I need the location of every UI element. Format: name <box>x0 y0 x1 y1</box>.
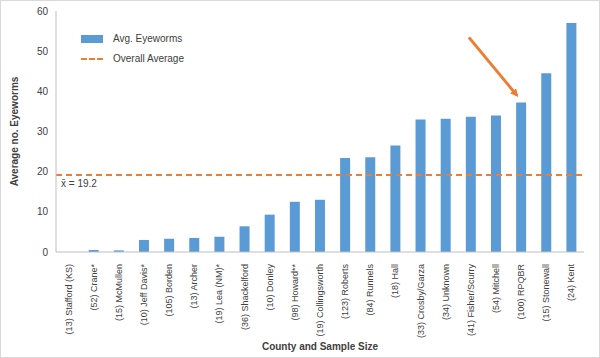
svg-text:(52) Crane*: (52) Crane* <box>89 264 99 311</box>
svg-text:(33) Crosby/Garza: (33) Crosby/Garza <box>416 264 426 338</box>
svg-text:(34) Unknown: (34) Unknown <box>441 264 451 320</box>
svg-text:(24) Kent: (24) Kent <box>566 264 576 302</box>
svg-text:(15) McMullen: (15) McMullen <box>114 264 124 321</box>
svg-text:(54) Mitchell: (54) Mitchell <box>491 264 501 313</box>
svg-text:20: 20 <box>37 166 49 177</box>
svg-text:(15) Stonewall: (15) Stonewall <box>541 264 551 322</box>
svg-text:(19) Collingsworth: (19) Collingsworth <box>315 264 325 337</box>
svg-text:(10) Donley: (10) Donley <box>265 264 275 311</box>
svg-text:30: 30 <box>37 126 49 137</box>
svg-text:(105) Borden: (105) Borden <box>164 264 174 317</box>
svg-text:(10) Jeff Davis*: (10) Jeff Davis* <box>139 264 149 326</box>
svg-text:(41) Fisher/Scurry: (41) Fisher/Scurry <box>466 264 476 337</box>
svg-text:(98) Howard**: (98) Howard** <box>290 264 300 321</box>
svg-text:(13) Stafford (KS): (13) Stafford (KS) <box>64 264 74 334</box>
html-text:Avg. Eyeworms: Avg. Eyeworms <box>113 33 183 44</box>
svg-text:40: 40 <box>37 86 49 97</box>
svg-text:(123) Roberts: (123) Roberts <box>340 264 350 320</box>
svg-text:(36) Shackelford: (36) Shackelford <box>240 264 250 330</box>
svg-text:60: 60 <box>37 6 49 17</box>
svg-text:(18) Hall: (18) Hall <box>390 264 400 298</box>
svg-text:(13) Archer: (13) Archer <box>189 264 199 309</box>
svg-text:(19) Lea (NM)*: (19) Lea (NM)* <box>214 264 224 324</box>
svg-text:50: 50 <box>37 46 49 57</box>
svg-text:(100) RPQBR: (100) RPQBR <box>516 264 526 320</box>
html-text:Overall Average: Overall Average <box>113 53 184 64</box>
svg-text:x̄ = 19.2: x̄ = 19.2 <box>61 178 97 189</box>
svg-text:Average no. Eyeworms: Average no. Eyeworms <box>9 76 20 186</box>
svg-text:(84) Runnels: (84) Runnels <box>365 264 375 316</box>
svg-text:0: 0 <box>42 247 48 258</box>
svg-text:County and Sample Size: County and Sample Size <box>262 341 379 352</box>
svg-text:10: 10 <box>37 206 49 217</box>
